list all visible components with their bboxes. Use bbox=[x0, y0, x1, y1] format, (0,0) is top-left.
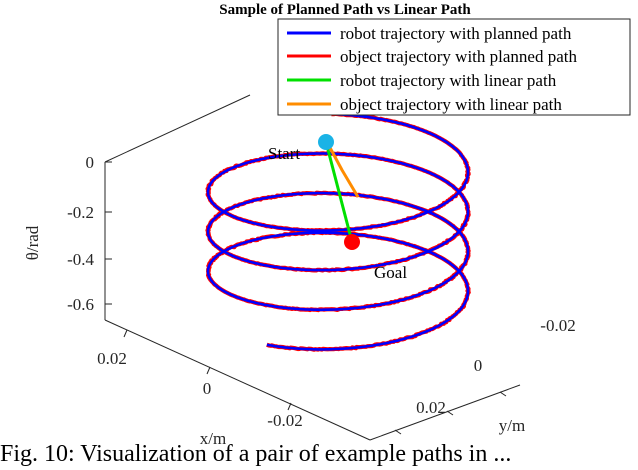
axis-top-left bbox=[104, 94, 251, 163]
goal-label: Goal bbox=[374, 263, 407, 282]
start-marker bbox=[318, 134, 334, 150]
robot-planned-path-line bbox=[206, 112, 470, 351]
x-tick-label: 0.02 bbox=[97, 349, 127, 368]
z-tick-label: -0.2 bbox=[67, 203, 94, 222]
linear-layer bbox=[318, 134, 360, 250]
x-tick-label: 0 bbox=[203, 379, 212, 398]
legend-entry-robot-planned: robot trajectory with planned path bbox=[340, 24, 572, 43]
z-tick-label: 0 bbox=[86, 153, 95, 172]
y-tick-label: -0.02 bbox=[540, 316, 575, 335]
x-tick-label: -0.02 bbox=[267, 411, 302, 430]
y-tick-label: 0.02 bbox=[416, 398, 446, 417]
helix-layer bbox=[205, 111, 471, 352]
y-tick-label: 0 bbox=[474, 356, 483, 375]
axis-floor-front-right bbox=[369, 384, 521, 441]
y-axis: -0.02 0 0.02 y/m bbox=[394, 316, 576, 435]
legend-entry-object-planned: object trajectory with planned path bbox=[340, 47, 577, 66]
chart-title: Sample of Planned Path vs Linear Path bbox=[219, 2, 471, 18]
z-tick-label: -0.4 bbox=[67, 250, 94, 269]
object-linear-path-line bbox=[326, 143, 360, 198]
start-label: Start bbox=[268, 144, 300, 163]
y-axis-label: y/m bbox=[499, 416, 525, 435]
legend-box bbox=[277, 18, 631, 116]
x-axis-label: x/m bbox=[200, 429, 226, 448]
object-planned-path-line bbox=[205, 111, 471, 352]
z-axis-label: θ/rad bbox=[23, 225, 42, 260]
x-axis: 0.02 0 -0.02 x/m bbox=[97, 329, 303, 448]
z-axis: 0 -0.2 -0.4 -0.6 θ/rad bbox=[23, 153, 112, 314]
goal-marker bbox=[344, 234, 360, 250]
legend: robot trajectory with planned path objec… bbox=[277, 18, 631, 116]
axis-floor-front-left bbox=[104, 319, 371, 441]
robot-linear-path-line bbox=[324, 141, 354, 243]
axes-box bbox=[104, 94, 521, 441]
z-tick-label: -0.6 bbox=[67, 295, 94, 314]
legend-entry-object-linear: object trajectory with linear path bbox=[340, 95, 562, 114]
figure-caption: Fig. 10: Visualization of a pair of exam… bbox=[0, 441, 512, 467]
annotations: Start Goal bbox=[268, 144, 407, 282]
legend-entry-robot-linear: robot trajectory with linear path bbox=[340, 71, 557, 90]
